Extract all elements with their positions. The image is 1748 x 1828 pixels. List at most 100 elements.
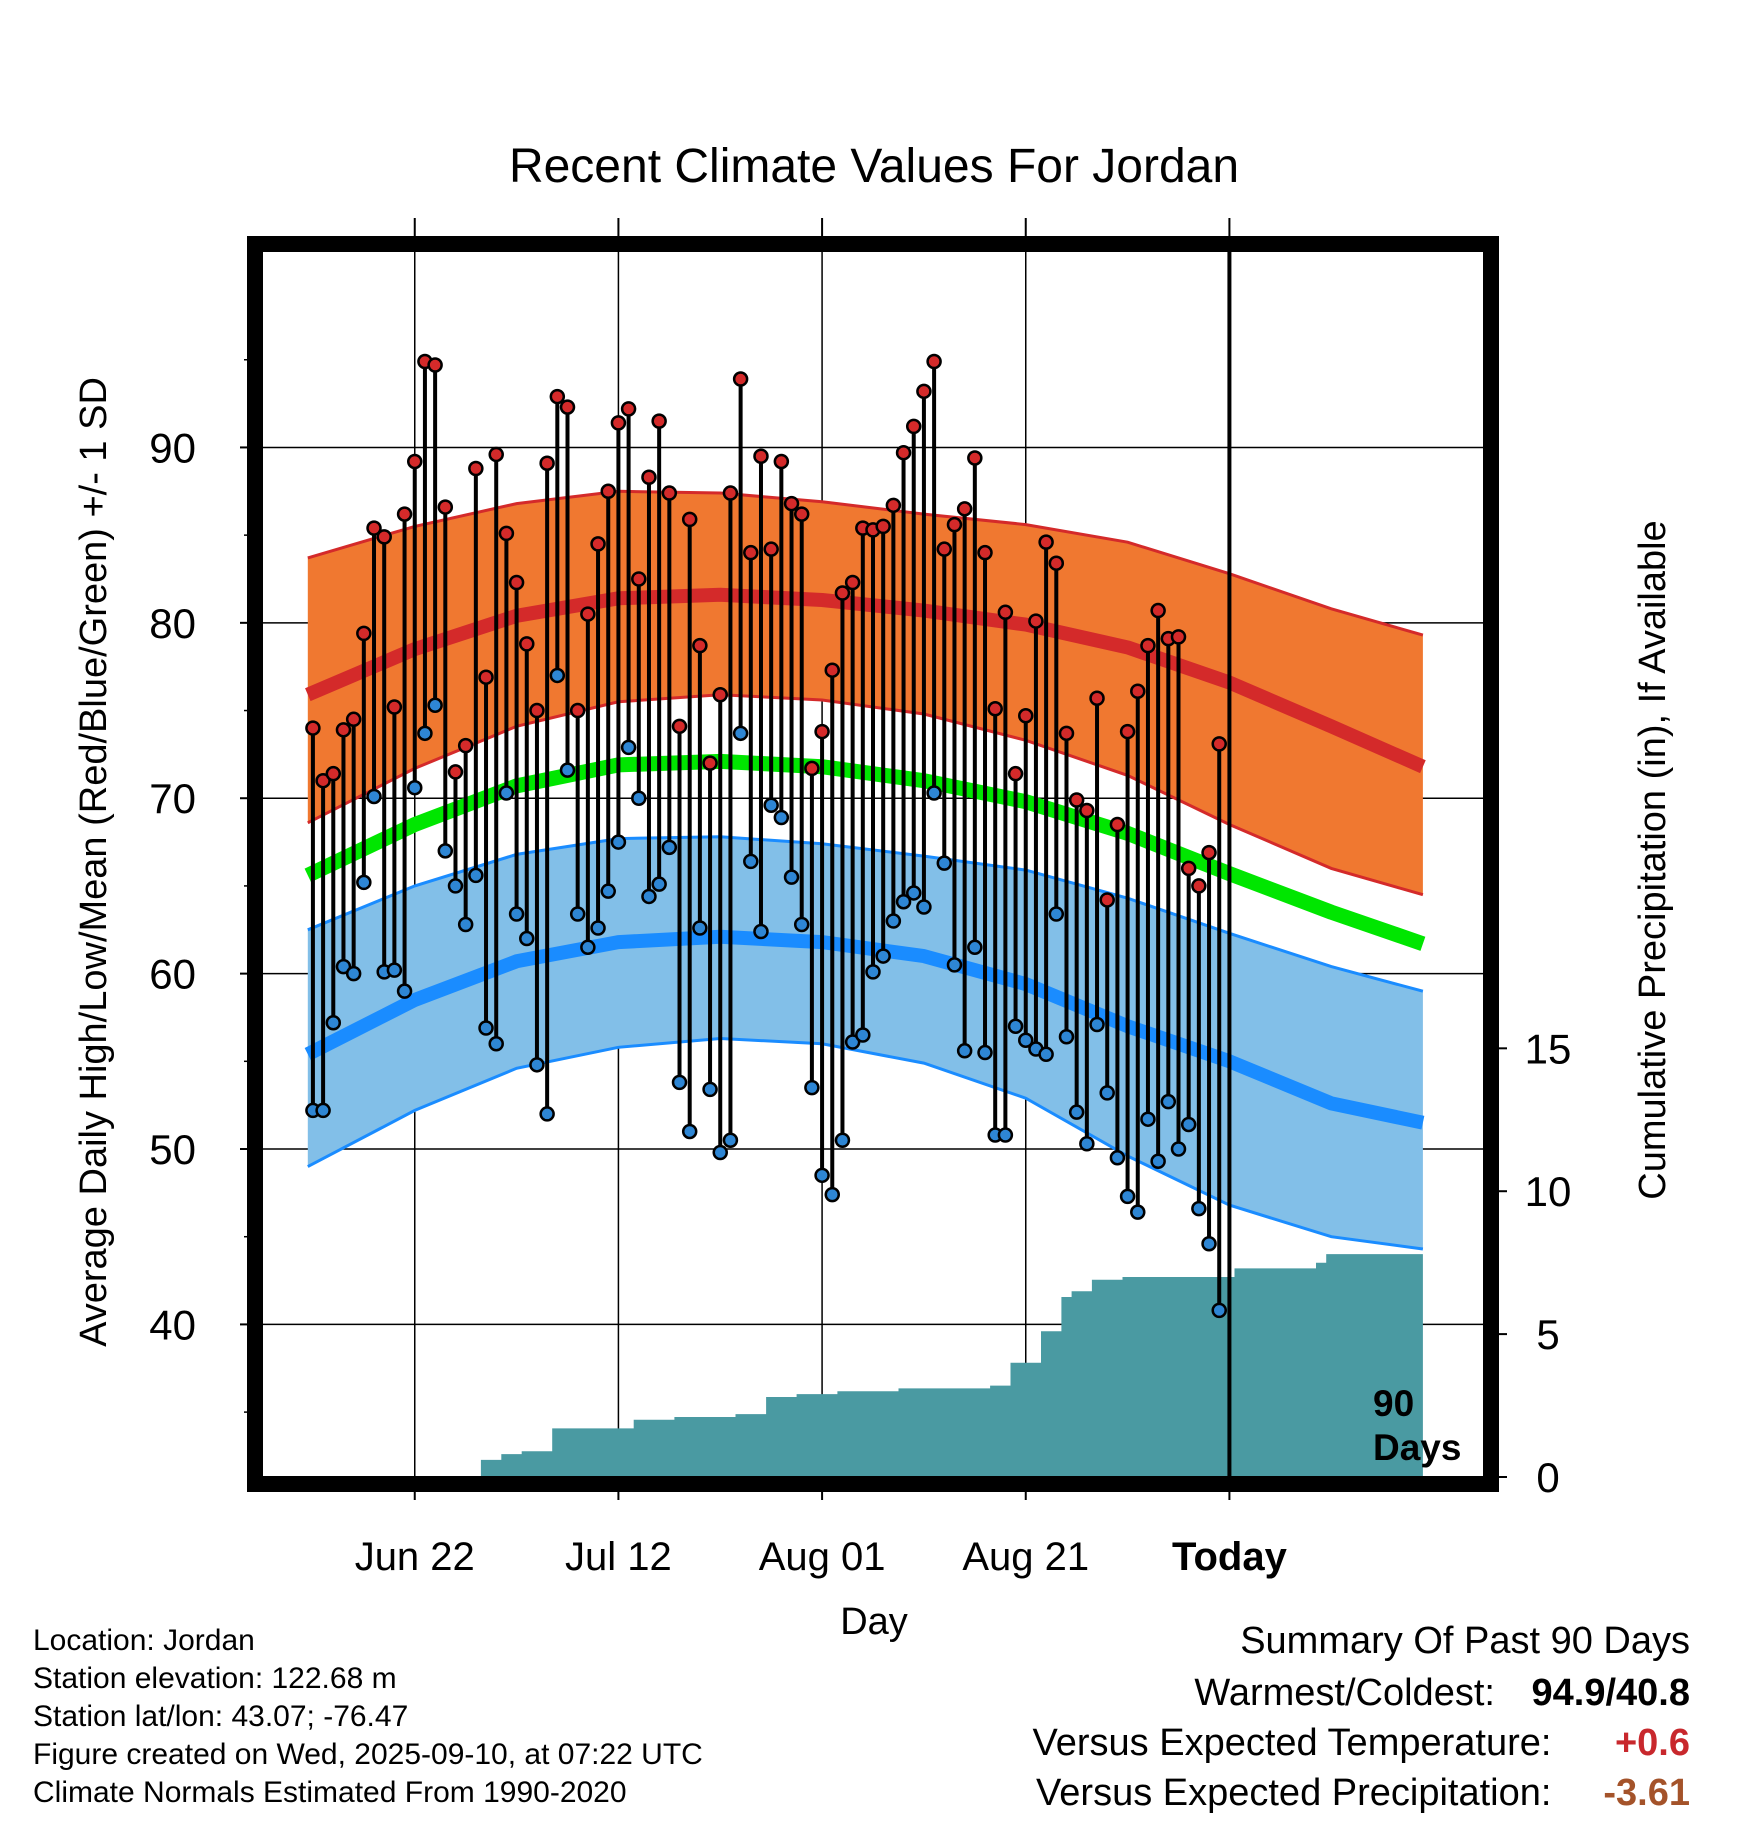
low-point: [712, 1144, 728, 1161]
low-point: [498, 785, 515, 801]
high-point: [498, 525, 515, 542]
high-point: [773, 453, 790, 470]
low-point: [1140, 1111, 1156, 1127]
high-point: [519, 636, 535, 652]
today-label-days: Days: [1373, 1427, 1461, 1468]
low-point: [722, 1132, 739, 1148]
high-upper-edge: [307, 489, 1424, 637]
low-point: [508, 906, 525, 922]
high-point: [366, 520, 382, 536]
high-point: [386, 699, 403, 715]
low-point: [457, 916, 474, 933]
high-point: [763, 541, 779, 557]
y2-tick-label: 15: [1525, 1025, 1572, 1072]
high-point: [407, 453, 423, 470]
y-tick-label: 40: [149, 1301, 196, 1348]
info-normals: Climate Normals Estimated From 1990-2020: [33, 1776, 627, 1809]
low-point: [1150, 1153, 1166, 1170]
low-point: [804, 1079, 820, 1096]
low-point: [569, 906, 586, 922]
high-point: [580, 606, 596, 622]
y2-tick-label: 10: [1525, 1168, 1572, 1215]
low-point: [447, 878, 464, 894]
low-point: [631, 790, 647, 806]
low-point: [692, 920, 708, 936]
low-point: [834, 1132, 851, 1148]
y-axis: 40 50 60 70 80 90: [149, 358, 255, 1413]
x-tick-label: Aug 01: [759, 1535, 886, 1579]
low-point: [824, 1186, 841, 1203]
high-point: [804, 760, 820, 777]
low-point: [1018, 1032, 1034, 1049]
high-point: [1191, 878, 1207, 894]
high-point: [631, 571, 647, 587]
low-point: [681, 1123, 698, 1140]
high-point: [1201, 844, 1217, 861]
low-point: [427, 697, 443, 714]
high-point: [641, 469, 657, 486]
precip-area: [307, 1254, 1423, 1477]
high-point: [844, 574, 861, 591]
low-point: [732, 725, 749, 742]
daily-stems: [310, 361, 1222, 1311]
precip-label: Versus Expected Precipitation:: [1036, 1772, 1552, 1814]
low-point: [549, 667, 566, 684]
summary-precip: Versus Expected Precipitation: -3.61: [1036, 1772, 1690, 1815]
low-point: [325, 1014, 342, 1031]
low-point: [916, 899, 932, 915]
info-elevation: Station elevation: 122.68 m: [33, 1662, 397, 1695]
y2-tick-label: 5: [1536, 1311, 1559, 1358]
low-point: [468, 867, 484, 884]
low-point: [865, 964, 881, 980]
low-point: [671, 1074, 688, 1091]
high-point: [325, 765, 342, 782]
high-point: [783, 495, 800, 512]
low-point: [967, 939, 983, 956]
low-point: [529, 1057, 545, 1073]
high-point: [681, 511, 698, 528]
high-point: [916, 383, 932, 400]
high-point: [885, 497, 902, 514]
high-point: [875, 518, 891, 535]
high-point: [590, 536, 606, 552]
high-point: [335, 722, 352, 738]
low-point: [620, 739, 637, 756]
y-tick-label: 80: [149, 600, 196, 647]
y-tick-label: 90: [149, 424, 196, 471]
info-created: Figure created on Wed, 2025-09-10, at 07…: [33, 1738, 703, 1771]
high-point: [926, 353, 942, 370]
high-point: [997, 604, 1014, 621]
low-point: [1180, 1116, 1197, 1133]
high-point: [661, 485, 678, 501]
low-point: [335, 958, 352, 975]
info-latlon: Station lat/lon: 43.07; -76.47: [33, 1700, 409, 1733]
high-point: [569, 702, 586, 719]
high-point: [692, 637, 708, 654]
high-point: [437, 499, 454, 515]
low-point: [926, 785, 942, 801]
low-point: [793, 916, 810, 933]
high-point: [1180, 860, 1197, 877]
low-point: [844, 1034, 861, 1050]
low-point: [956, 1043, 973, 1059]
high-point: [1109, 816, 1126, 833]
low-point: [600, 883, 616, 899]
low-point: [396, 983, 413, 999]
high-point: [671, 718, 688, 735]
high-point: [936, 541, 953, 557]
temp-value: +0.6: [1614, 1722, 1690, 1764]
summary-title: Summary Of Past 90 Days: [1240, 1620, 1690, 1663]
high-point: [814, 723, 830, 740]
high-point: [1007, 765, 1024, 782]
low-point: [641, 888, 657, 905]
plot-frame: [247, 236, 1499, 1492]
station-info: Location: Jordan Station elevation: 122.…: [33, 1622, 703, 1812]
daily-points: [305, 353, 1227, 1319]
low-point: [1201, 1235, 1217, 1252]
low-point: [702, 1081, 718, 1098]
low-point: [1068, 1104, 1085, 1120]
high-point: [987, 701, 1003, 717]
high-point: [753, 448, 769, 464]
high-point: [743, 544, 759, 561]
low-point: [559, 762, 576, 778]
